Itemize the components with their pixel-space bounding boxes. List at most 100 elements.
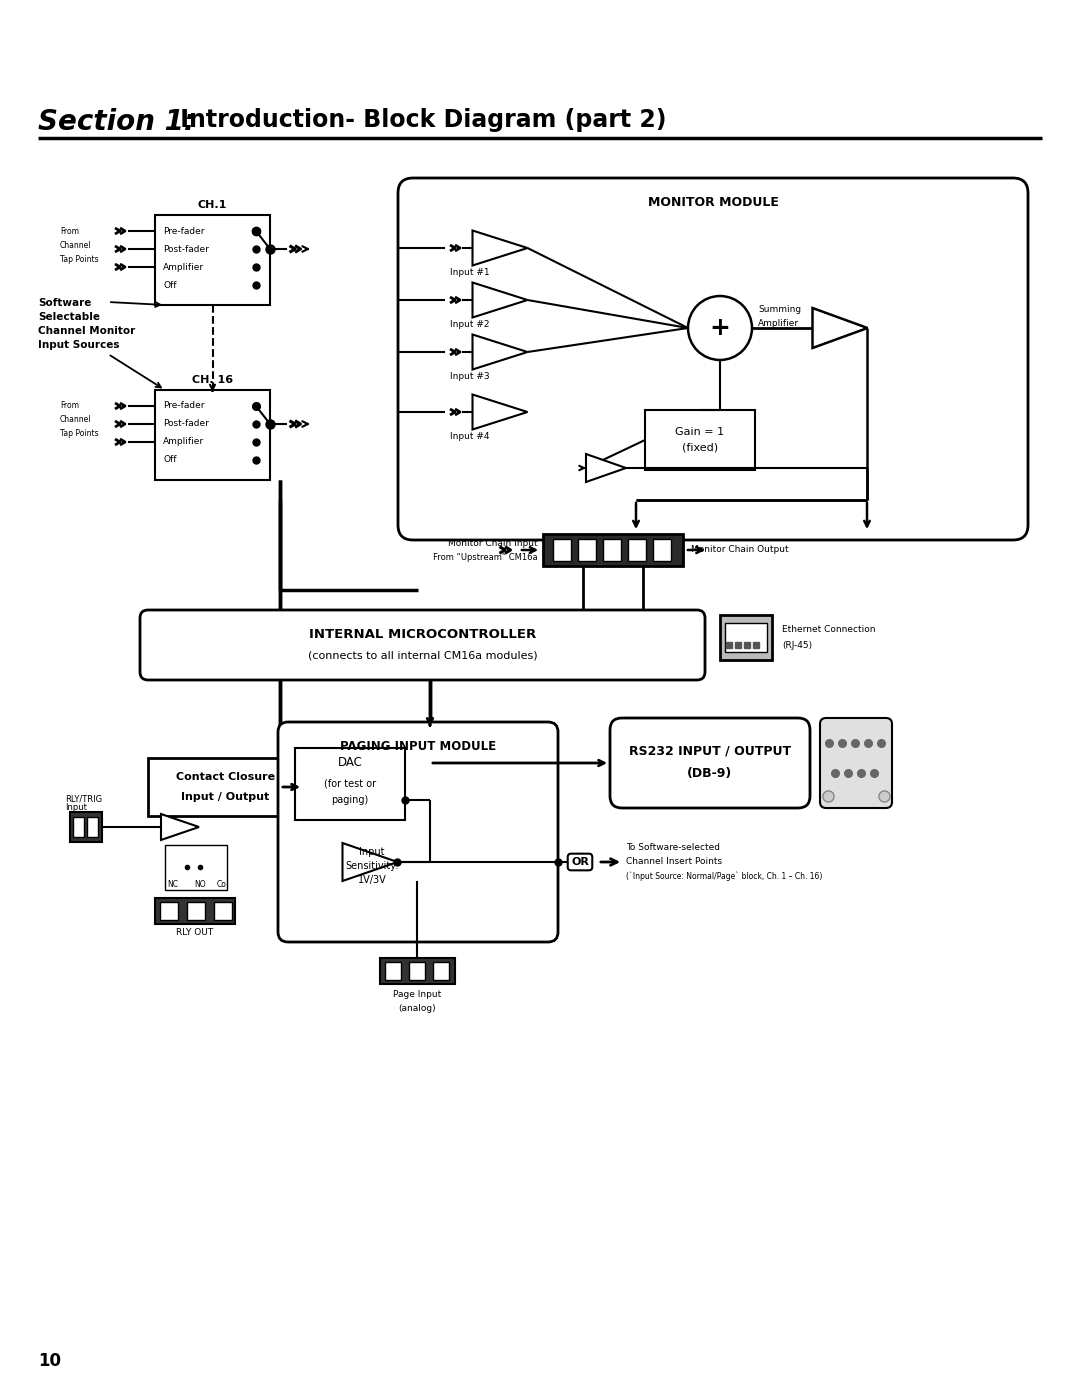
Bar [380,958,455,983]
Bar [156,390,270,481]
Polygon shape [161,814,199,840]
Text: Section 1:: Section 1: [38,108,195,136]
Text: Off: Off [163,281,176,289]
Bar [156,215,270,305]
Text: Co: Co [217,880,227,888]
Text: Monitor Chain Input: Monitor Chain Input [448,539,538,549]
Text: paging): paging) [332,795,368,805]
Bar [156,898,235,923]
Text: (`Input Source: Normal/Page` block, Ch. 1 – Ch. 16): (`Input Source: Normal/Page` block, Ch. … [626,872,822,880]
Polygon shape [473,334,527,369]
Text: Amplifier: Amplifier [163,263,204,271]
Text: (DB-9): (DB-9) [687,767,732,780]
Polygon shape [342,842,397,882]
Text: Tap Points: Tap Points [60,254,98,264]
Bar [720,615,772,659]
Bar [295,747,405,820]
Text: RS232 INPUT / OUTPUT: RS232 INPUT / OUTPUT [629,745,791,757]
Text: Input / Output: Input / Output [181,792,270,802]
Bar [409,963,426,981]
Text: Introduction- Block Diagram (part 2): Introduction- Block Diagram (part 2) [172,108,666,131]
Text: Selectable: Selectable [38,312,100,321]
Bar [148,759,303,816]
Bar [165,845,227,890]
Text: Post-fader: Post-fader [163,419,208,429]
Text: Channel: Channel [60,415,92,425]
Text: RLY/TRIG: RLY/TRIG [65,795,103,805]
Text: Pre-fader: Pre-fader [163,226,204,236]
Text: OR: OR [571,856,589,868]
FancyBboxPatch shape [278,722,558,942]
Text: Software: Software [38,298,92,307]
Text: (fixed): (fixed) [681,443,718,453]
Bar [578,539,596,562]
Text: DAC: DAC [338,756,363,768]
Bar [70,812,102,842]
Text: Contact Closure: Contact Closure [176,773,275,782]
Text: Input Sources: Input Sources [38,339,120,351]
Polygon shape [586,454,626,482]
Text: Tap Points: Tap Points [60,429,98,439]
Text: Amplifier: Amplifier [163,437,204,447]
Text: Input #2: Input #2 [450,320,489,330]
Text: Monitor Chain Output: Monitor Chain Output [691,545,788,555]
Text: +: + [710,316,730,339]
Text: (for test or: (for test or [324,780,376,789]
Bar [653,539,671,562]
Text: 1V/3V: 1V/3V [357,875,387,886]
Text: CH. 16: CH. 16 [192,374,233,386]
Bar [725,623,767,652]
Text: Pre-fader: Pre-fader [163,401,204,411]
Bar [384,963,401,981]
Text: 10: 10 [38,1352,60,1370]
Bar [543,534,683,566]
Text: (RJ-45): (RJ-45) [782,641,812,650]
Polygon shape [473,231,527,265]
Bar [433,963,449,981]
Bar [160,902,178,921]
FancyBboxPatch shape [610,718,810,807]
Text: Channel: Channel [60,240,92,250]
Text: From: From [60,401,79,411]
Bar [73,817,84,837]
Circle shape [688,296,752,360]
Text: Input: Input [65,803,86,812]
Bar [627,539,646,562]
Bar [553,539,571,562]
Polygon shape [473,394,527,429]
Text: Input #4: Input #4 [450,432,489,441]
Text: Summing: Summing [758,306,801,314]
Bar [645,409,755,469]
Text: Channel Insert Points: Channel Insert Points [626,858,723,866]
Bar [187,902,205,921]
Text: Post-fader: Post-fader [163,244,208,253]
Polygon shape [473,282,527,317]
Text: Page Input: Page Input [393,990,441,999]
Text: RLY OUT: RLY OUT [176,928,214,937]
Text: NO: NO [194,880,206,888]
Text: INTERNAL MICROCONTROLLER: INTERNAL MICROCONTROLLER [309,629,536,641]
Text: Input #1: Input #1 [450,268,490,277]
Text: Input: Input [360,847,384,856]
FancyBboxPatch shape [140,610,705,680]
Bar [87,817,98,837]
Text: CH.1: CH.1 [198,200,227,210]
Text: MONITOR MODULE: MONITOR MODULE [648,196,779,210]
Bar [214,902,232,921]
Text: From “Upstream” CM16a: From “Upstream” CM16a [433,553,538,563]
Text: Ethernet Connection: Ethernet Connection [782,624,876,634]
Text: Amplifier: Amplifier [758,320,799,328]
FancyBboxPatch shape [820,718,892,807]
FancyBboxPatch shape [399,177,1028,541]
Text: Sensitivity:: Sensitivity: [346,861,399,870]
Bar [603,539,621,562]
Text: (connects to all internal CM16a modules): (connects to all internal CM16a modules) [308,650,538,659]
Text: Channel Monitor: Channel Monitor [38,326,135,337]
Text: (analog): (analog) [399,1004,436,1013]
Text: Gain = 1: Gain = 1 [675,427,725,437]
Text: NC: NC [167,880,178,888]
Text: Off: Off [163,455,176,464]
Polygon shape [812,307,867,348]
Text: From: From [60,226,79,236]
Text: PAGING INPUT MODULE: PAGING INPUT MODULE [340,740,496,753]
